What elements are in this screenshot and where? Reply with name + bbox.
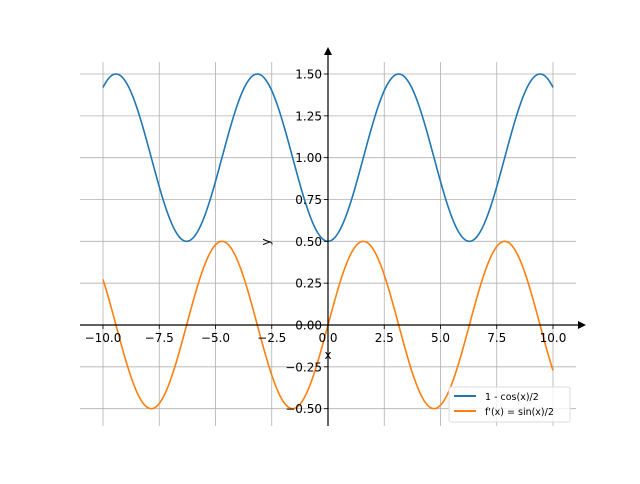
legend-frame [448, 386, 571, 423]
x-tick-label: 7.5 [487, 331, 506, 345]
y-tick-label: 0.75 [295, 193, 322, 207]
y-axis-label: y [259, 238, 273, 245]
axes [80, 47, 586, 426]
ticks: −10.0 −7.5 −5.0 −2.5 0.0 2.5 5.0 7.5 10.0 −0.50 −0… [85, 68, 567, 417]
y-tick-label: 1.00 [295, 151, 322, 165]
y-axis-arrow-icon [324, 47, 332, 55]
x-axis-arrow-icon [578, 321, 586, 329]
x-tick-label: −7.5 [145, 331, 174, 345]
x-tick-label: 10.0 [540, 331, 567, 345]
legend-label-0: 1 - cos(x)/2 [485, 392, 539, 403]
y-tick-label: 1.25 [295, 109, 322, 123]
y-tick-label: 0.25 [295, 277, 322, 291]
x-tick-label: 2.5 [375, 331, 394, 345]
legend: 1 - cos(x)/2 f'(x) = sin(x)/2 [448, 386, 571, 423]
x-axis-label: x [324, 348, 331, 362]
y-tick-label: 0.50 [295, 235, 322, 249]
x-tick-label: 5.0 [431, 331, 450, 345]
legend-label-1: f'(x) = sin(x)/2 [485, 407, 554, 418]
y-tick-label: 1.50 [295, 68, 322, 82]
y-tick-label: −0.50 [285, 402, 322, 416]
x-tick-label: −10.0 [85, 331, 122, 345]
x-tick-label: 0.0 [318, 331, 337, 345]
y-tick-label: 0.00 [295, 319, 322, 333]
y-tick-label: −0.25 [285, 360, 322, 374]
x-tick-label: −2.5 [257, 331, 286, 345]
x-tick-label: −5.0 [201, 331, 230, 345]
